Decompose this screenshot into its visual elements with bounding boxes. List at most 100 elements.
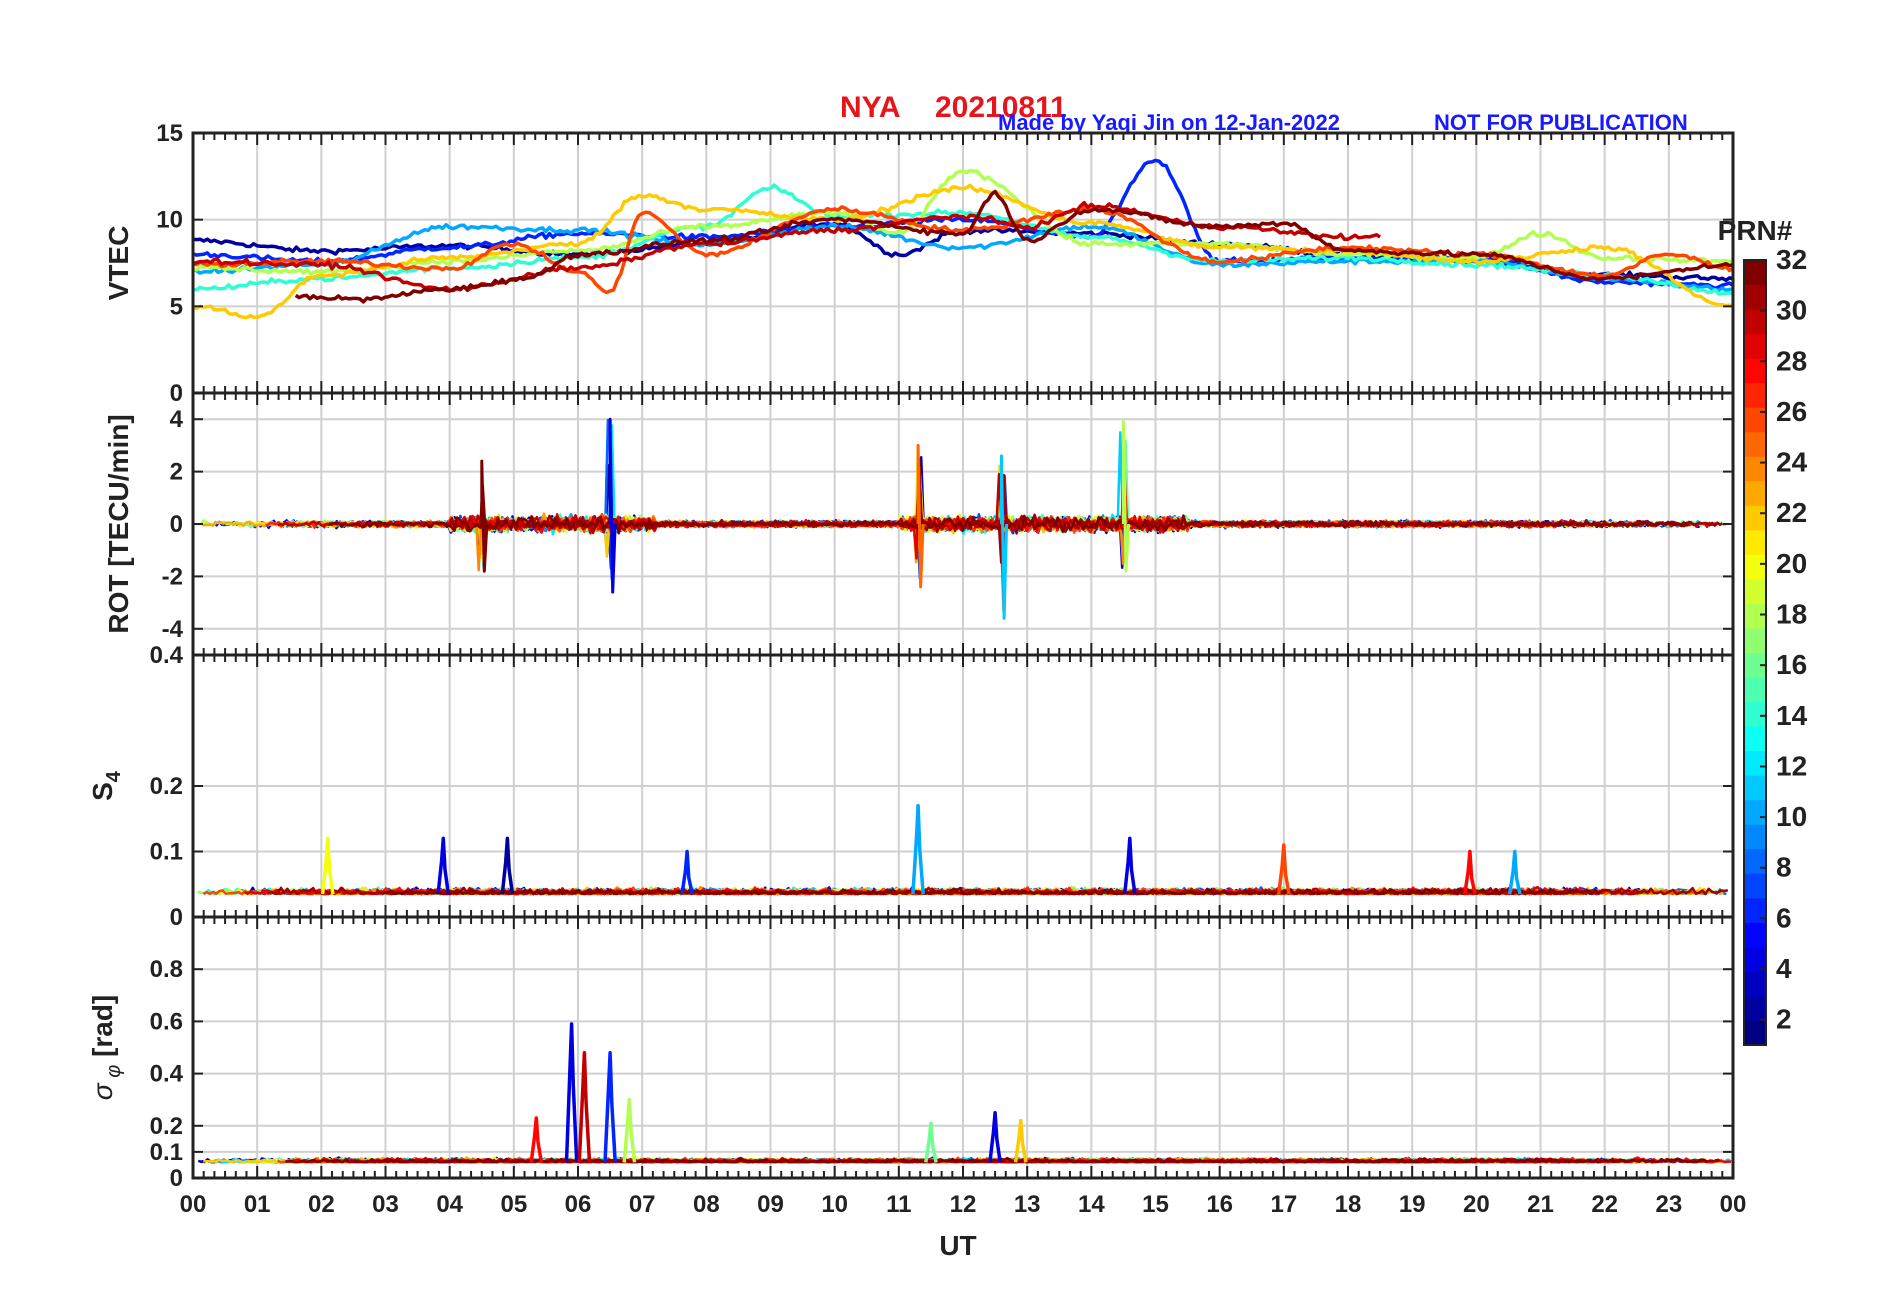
colorbar-swatch-prn21 — [1744, 529, 1766, 555]
colorbar-tick-label: 32 — [1776, 244, 1807, 275]
rot-peak — [480, 459, 489, 573]
sigma_phi-peak — [988, 1111, 1002, 1163]
traces-s4 — [197, 803, 1729, 896]
x-tick-label: 14 — [1078, 1191, 1105, 1218]
y-tick-label: 10 — [156, 207, 183, 234]
colorbar-tick-label: 20 — [1776, 548, 1807, 579]
yaxis-vtec: 0 5 10 15 VTEC — [103, 120, 1733, 407]
y-tick-label: 0.2 — [150, 773, 183, 800]
x-tick-label: 18 — [1335, 1191, 1362, 1218]
y-tick-label: 15 — [156, 120, 183, 147]
colorbar-tick-label: 18 — [1776, 599, 1807, 630]
sigma_phi-peak — [564, 1022, 579, 1163]
s4-peak — [320, 836, 335, 895]
colorbar-swatch-prn2 — [1744, 995, 1766, 1021]
colorbar-swatch-prn28 — [1744, 358, 1766, 384]
colorbar-swatch-prn4 — [1744, 946, 1766, 972]
colorbar-swatch-prn29 — [1744, 333, 1766, 359]
colorbar-title: PRN# — [1718, 215, 1793, 246]
colorbar-swatch-prn31 — [1744, 284, 1766, 310]
colorbar-swatch-prn26 — [1744, 407, 1766, 433]
colorbar-swatch-prn20 — [1744, 554, 1766, 580]
y-tick-label: 0 — [170, 904, 183, 931]
colorbar-swatch-prn18 — [1744, 603, 1766, 629]
y-tick-label: 0.4 — [150, 642, 184, 669]
x-tick-label: 04 — [436, 1191, 463, 1218]
y-axis-title: σ φ [rad] — [87, 995, 125, 1101]
colorbar-tick-label: 6 — [1776, 902, 1792, 933]
colorbar-tick-label: 4 — [1776, 953, 1792, 984]
x-tick-label: 13 — [1014, 1191, 1041, 1218]
y-tick-label: 0 — [170, 511, 183, 538]
x-tick-label: 02 — [308, 1191, 335, 1218]
x-tick-label: 09 — [757, 1191, 784, 1218]
colorbar-swatch-prn17 — [1744, 627, 1766, 653]
y-tick-label: -4 — [162, 616, 184, 643]
colorbar-tick-label: 26 — [1776, 396, 1807, 427]
colorbar-swatch-prn27 — [1744, 382, 1766, 408]
s4-peak — [1463, 849, 1477, 895]
y-tick-label: 2 — [170, 459, 183, 486]
panel-sigma_phi: 00.10.2 0.4 0.6 0.8 σ φ [rad] — [87, 915, 1735, 1192]
y-tick-label: 5 — [170, 293, 183, 320]
x-tick-label: 15 — [1142, 1191, 1169, 1218]
panel-vtec: 0 5 10 15 VTEC — [103, 120, 1735, 407]
rot-series-prn6 — [213, 460, 1675, 549]
yaxis-sigma_phi: 00.10.2 0.4 0.6 0.8 σ φ [rad] — [87, 956, 1733, 1192]
notice-text: NOT FOR PUBLICATION — [1434, 110, 1688, 135]
colorbar-swatch-prn15 — [1744, 677, 1766, 703]
y-tick-label: 0.6 — [150, 1008, 183, 1035]
colorbar-swatch-prn11 — [1744, 775, 1766, 801]
figure-header: NYA 20210811 Made by Yaqi Jin on 12-Jan-… — [840, 91, 1688, 135]
date-title: 20210811 — [935, 91, 1067, 124]
rot-series-prn20 — [381, 447, 1558, 559]
x-tick-label: 00 — [180, 1191, 207, 1218]
x-tick-label: 20 — [1463, 1191, 1490, 1218]
rot-series-prn8 — [312, 418, 1641, 533]
sigma_phi-peak — [577, 1050, 592, 1163]
s4-series-prn30 — [375, 886, 1648, 896]
y-tick-label: 0.2 — [150, 1113, 183, 1140]
rot-series-prn32 — [328, 483, 1690, 535]
y-tick-label: -2 — [162, 563, 183, 590]
vtec-series-prn18 — [193, 168, 1733, 276]
colorbar-swatch-prn10 — [1744, 799, 1766, 825]
x-axis: UT 00 01 02 03 04 05 06 07 08 09 10 11 12 13 14 15 16 17 1… — [180, 1191, 1747, 1261]
colorbar-swatch-prn9 — [1744, 824, 1766, 850]
colorbar-swatch-prn19 — [1744, 578, 1766, 604]
x-tick-label: 19 — [1399, 1191, 1426, 1218]
x-tick-label: 06 — [565, 1191, 592, 1218]
colorbar-swatch-prn6 — [1744, 897, 1766, 923]
x-tick-label: 12 — [950, 1191, 977, 1218]
colorbar-swatch-prn30 — [1744, 309, 1766, 335]
traces-vtec — [193, 158, 1733, 320]
credit-text: Made by Yaqi Jin on 12-Jan-2022 — [998, 110, 1340, 135]
colorbar-swatch-prn13 — [1744, 726, 1766, 752]
colorbar-swatch-prn14 — [1744, 701, 1766, 727]
sigma_phi-series-prn32 — [285, 1156, 1708, 1164]
x-tick-label: 08 — [693, 1191, 720, 1218]
colorbar-tick-label: 30 — [1776, 295, 1807, 326]
s4-peak — [911, 803, 925, 895]
rot-series-prn22 — [341, 464, 1634, 558]
colorbar-swatch-prn7 — [1744, 873, 1766, 899]
colorbar-swatch-prn3 — [1744, 971, 1766, 997]
x-tick-label: 01 — [244, 1191, 271, 1218]
s4-peak — [1507, 849, 1522, 895]
y-tick-label: 0 — [170, 1165, 183, 1192]
grid-s4 — [193, 655, 1733, 917]
colorbar-swatch-prn5 — [1744, 922, 1766, 948]
x-tick-label: 22 — [1591, 1191, 1618, 1218]
colorbar-swatch-prn16 — [1744, 652, 1766, 678]
y-tick-label: 0.1 — [150, 1139, 183, 1166]
s4-peak — [1276, 843, 1291, 895]
sigma_phi-peak — [622, 1097, 637, 1163]
sigma_phi-peak — [924, 1121, 938, 1163]
s4-peak — [1122, 836, 1137, 895]
colorbar-tick-label: 16 — [1776, 649, 1807, 680]
sigma_phi-peak — [529, 1116, 544, 1163]
y-tick-label: 0 — [170, 380, 183, 407]
rot-peak — [916, 443, 925, 589]
